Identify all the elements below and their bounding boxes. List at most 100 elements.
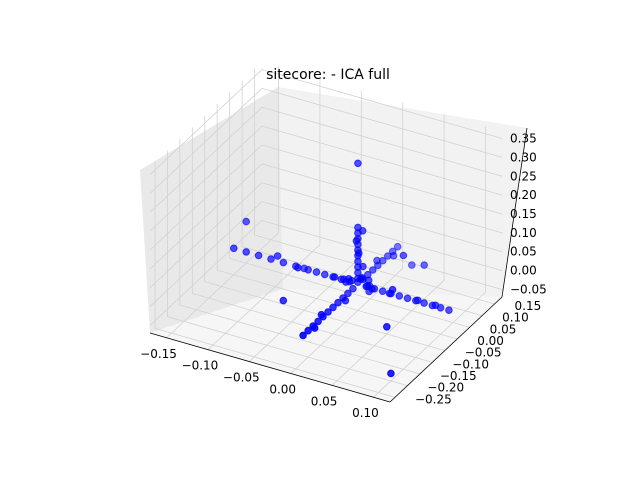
- z-grid-line: [261, 201, 503, 271]
- z-tick-label: 0.05: [510, 245, 537, 259]
- data-point: [399, 251, 408, 260]
- data-point: [312, 268, 321, 276]
- data-point: [341, 296, 350, 305]
- z-tick-label: 0.15: [510, 207, 537, 221]
- data-point: [358, 227, 367, 235]
- y-tick-label: 0.15: [515, 299, 542, 313]
- data-point: [365, 287, 373, 296]
- x-grid-line: [207, 244, 321, 350]
- data-point: [230, 244, 238, 253]
- x-tick-label: 0.10: [352, 406, 379, 420]
- data-point: [334, 298, 342, 307]
- data-point: [279, 296, 288, 305]
- data-point: [324, 308, 332, 316]
- data-point: [344, 289, 352, 298]
- x-grid-line: [373, 291, 486, 398]
- tick-labels: −0.15−0.10−0.050.000.050.10−0.25−0.20−0.…: [140, 132, 547, 421]
- y-grid-line: [154, 327, 396, 398]
- data-point: [445, 306, 453, 315]
- z-grid-line: [261, 125, 503, 196]
- z-grid-line: [261, 220, 503, 290]
- data-point: [420, 299, 428, 307]
- data-points: [230, 159, 453, 378]
- data-point: [383, 323, 391, 331]
- data-point: [314, 317, 322, 326]
- data-point: [310, 324, 319, 332]
- data-point: [294, 263, 302, 272]
- data-point: [408, 261, 416, 269]
- data-point: [378, 287, 387, 296]
- y-grid-line: [179, 304, 420, 375]
- z-grid-line: [261, 182, 503, 253]
- data-point: [358, 274, 366, 282]
- data-point: [345, 275, 353, 283]
- data-point: [349, 284, 357, 293]
- data-point: [369, 266, 377, 274]
- y-grid-line: [167, 316, 408, 387]
- data-point: [254, 251, 263, 260]
- y-tick-label: −0.10: [452, 357, 489, 371]
- data-point: [393, 242, 402, 251]
- x-grid-line: [166, 232, 279, 339]
- data-point: [242, 248, 250, 256]
- y-axis-line: [389, 296, 503, 403]
- data-point: [373, 256, 381, 265]
- z-grid-line: [149, 125, 263, 232]
- x-axis-line: [149, 332, 391, 403]
- y-tick-label: −0.25: [415, 392, 452, 406]
- x-grid-line: [249, 256, 362, 362]
- x-grid-line: [331, 280, 445, 386]
- x-tick-label: −0.05: [223, 371, 260, 385]
- data-point: [387, 369, 395, 378]
- data-point: [420, 261, 429, 269]
- data-point: [352, 237, 361, 245]
- y-tick-label: −0.15: [440, 369, 477, 383]
- x-tick-label: −0.10: [182, 359, 219, 373]
- y-tick-label: −0.20: [427, 381, 464, 395]
- data-point: [359, 262, 367, 271]
- x-grid-line: [290, 268, 403, 374]
- z-tick-label: 0.10: [510, 226, 537, 240]
- z-grid-line: [149, 144, 263, 251]
- data-point: [321, 270, 329, 279]
- data-point: [267, 255, 275, 263]
- z-tick-label: −0.05: [510, 282, 547, 296]
- data-point: [414, 296, 422, 305]
- z-grid-line: [149, 182, 263, 289]
- x-tick-label: −0.15: [140, 347, 177, 361]
- data-point: [431, 301, 440, 310]
- data-point: [355, 249, 363, 257]
- z-tick-label: 0.35: [510, 132, 537, 146]
- y-tick-label: 0.00: [477, 334, 504, 348]
- data-point: [395, 292, 404, 300]
- data-point: [279, 258, 288, 267]
- z-grid-line: [149, 69, 263, 175]
- data-point: [388, 285, 397, 294]
- z-grid-line: [149, 163, 263, 270]
- data-point: [317, 310, 326, 319]
- z-grid-line: [261, 106, 503, 177]
- data-point: [403, 294, 412, 303]
- z-grid-line: [149, 201, 263, 307]
- data-point: [330, 273, 339, 281]
- x-tick-label: 0.00: [269, 382, 296, 396]
- floor-pane: [150, 289, 502, 402]
- z-grid-line: [261, 144, 503, 215]
- z-grid-line: [149, 88, 263, 194]
- z-grid-line: [261, 163, 503, 234]
- data-point: [300, 264, 308, 273]
- z-tick-label: 0.30: [510, 150, 537, 164]
- data-point: [389, 252, 398, 260]
- z-tick-label: 0.20: [510, 188, 537, 202]
- data-point: [273, 252, 282, 260]
- data-point: [354, 159, 362, 168]
- data-point: [304, 326, 312, 335]
- y-tick-label: 0.10: [502, 311, 529, 325]
- y-tick-label: −0.05: [465, 346, 502, 360]
- data-point: [299, 331, 307, 340]
- grid-lines: [149, 66, 503, 398]
- z-grid-line: [261, 69, 503, 139]
- z-axis-line: [501, 127, 528, 298]
- z-grid-line: [149, 106, 263, 213]
